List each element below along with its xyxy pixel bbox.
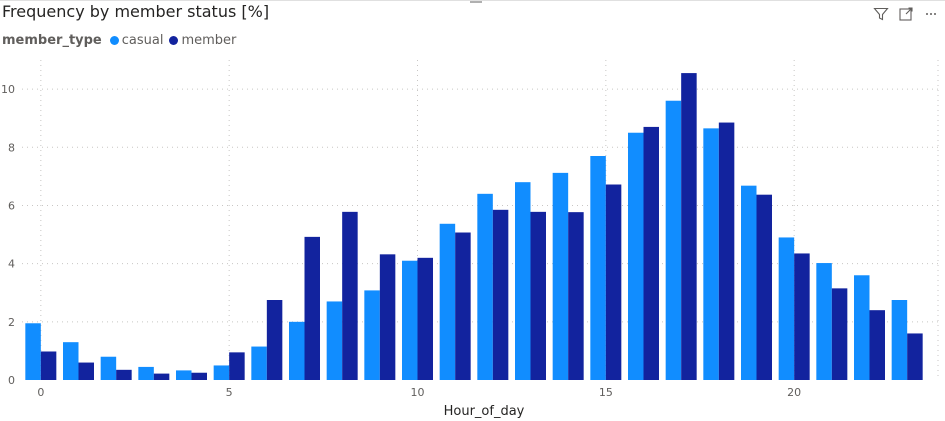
x-tick-label-15: 15 bbox=[599, 386, 613, 399]
bars bbox=[25, 73, 923, 381]
bar-member-1[interactable] bbox=[78, 362, 95, 380]
focus-mode-icon-glyph bbox=[899, 7, 913, 21]
bar-member-11[interactable] bbox=[455, 232, 471, 380]
bar-casual-21[interactable] bbox=[816, 263, 832, 380]
bar-casual-19[interactable] bbox=[741, 185, 757, 380]
bar-member-18[interactable] bbox=[718, 122, 735, 381]
bar-casual-2[interactable] bbox=[100, 356, 117, 380]
bar-casual-22[interactable] bbox=[854, 275, 870, 380]
legend-label-casual: casual bbox=[121, 33, 164, 48]
x-axis: 0 5 10 15 20 bbox=[37, 386, 801, 399]
x-tick-label-5: 5 bbox=[226, 386, 233, 399]
bar-casual-7[interactable] bbox=[289, 321, 305, 380]
bar-casual-20[interactable] bbox=[778, 237, 795, 380]
y-tick-label-10: 10 bbox=[1, 83, 15, 96]
bar-member-23[interactable] bbox=[907, 333, 923, 380]
chart-title: Frequency by member status [%] bbox=[2, 2, 270, 21]
bar-member-7[interactable] bbox=[304, 236, 321, 380]
bar-casual-10[interactable] bbox=[402, 260, 418, 380]
chart-legend: member_type casual member bbox=[2, 33, 242, 48]
bar-member-16[interactable] bbox=[643, 126, 660, 380]
bar-member-21[interactable] bbox=[831, 288, 848, 380]
bar-member-14[interactable] bbox=[568, 212, 584, 380]
bar-member-3[interactable] bbox=[153, 373, 170, 380]
bar-casual-23[interactable] bbox=[891, 300, 908, 380]
bar-casual-17[interactable] bbox=[665, 100, 682, 380]
y-tick-label-2: 2 bbox=[8, 316, 15, 329]
visual-drag-handle[interactable] bbox=[470, 1, 482, 3]
bar-member-6[interactable] bbox=[266, 300, 283, 380]
bar-casual-16[interactable] bbox=[628, 132, 644, 380]
x-tick-label-0: 0 bbox=[37, 386, 44, 399]
legend-dot-casual bbox=[109, 36, 119, 45]
bar-casual-0[interactable] bbox=[25, 323, 41, 380]
visual-top-border bbox=[0, 0, 945, 1]
bar-casual-11[interactable] bbox=[439, 223, 456, 380]
x-axis-title: Hour_of_day bbox=[444, 404, 525, 419]
legend-dot-member bbox=[169, 36, 179, 45]
y-axis: 0 2 4 6 8 10 bbox=[1, 83, 15, 387]
bar-member-9[interactable] bbox=[379, 254, 396, 380]
bar-casual-13[interactable] bbox=[515, 182, 531, 380]
bar-member-8[interactable] bbox=[342, 211, 358, 380]
filter-icon-glyph bbox=[873, 7, 889, 21]
y-tick-label-0: 0 bbox=[8, 374, 15, 387]
legend-item-member[interactable]: member bbox=[169, 33, 236, 48]
legend-title: member_type bbox=[2, 33, 102, 48]
bar-member-12[interactable] bbox=[492, 209, 509, 380]
bar-casual-14[interactable] bbox=[552, 172, 569, 380]
bar-casual-15[interactable] bbox=[590, 156, 606, 380]
bar-member-10[interactable] bbox=[417, 257, 434, 380]
bar-casual-1[interactable] bbox=[63, 342, 79, 380]
bar-casual-4[interactable] bbox=[176, 370, 192, 380]
bar-member-22[interactable] bbox=[869, 310, 886, 380]
y-tick-label-4: 4 bbox=[8, 258, 15, 271]
bar-member-4[interactable] bbox=[191, 372, 208, 380]
bar-casual-18[interactable] bbox=[703, 128, 719, 380]
more-options-icon[interactable] bbox=[923, 6, 939, 22]
bar-casual-5[interactable] bbox=[213, 365, 230, 380]
focus-mode-icon[interactable] bbox=[898, 6, 914, 22]
more-options-icon-glyph bbox=[926, 13, 936, 15]
bar-member-17[interactable] bbox=[681, 73, 697, 380]
legend-item-casual[interactable]: casual bbox=[109, 33, 164, 48]
bar-casual-9[interactable] bbox=[364, 290, 380, 380]
bar-casual-6[interactable] bbox=[251, 346, 267, 380]
bar-member-15[interactable] bbox=[605, 184, 622, 380]
visual-header-toolbar bbox=[873, 6, 939, 22]
bar-member-0[interactable] bbox=[40, 351, 57, 380]
bar-member-19[interactable] bbox=[756, 194, 773, 380]
y-tick-label-8: 8 bbox=[8, 141, 15, 154]
filter-icon[interactable] bbox=[873, 6, 889, 22]
bar-member-20[interactable] bbox=[794, 253, 810, 380]
bar-member-2[interactable] bbox=[116, 369, 132, 380]
bar-casual-3[interactable] bbox=[138, 366, 154, 380]
bar-member-13[interactable] bbox=[530, 211, 547, 380]
legend-label-member: member bbox=[181, 33, 237, 48]
x-tick-label-10: 10 bbox=[411, 386, 425, 399]
x-tick-label-20: 20 bbox=[787, 386, 801, 399]
y-tick-label-6: 6 bbox=[8, 199, 15, 212]
bar-casual-12[interactable] bbox=[477, 193, 493, 380]
bar-member-5[interactable] bbox=[229, 352, 245, 380]
bar-casual-8[interactable] bbox=[326, 301, 343, 380]
